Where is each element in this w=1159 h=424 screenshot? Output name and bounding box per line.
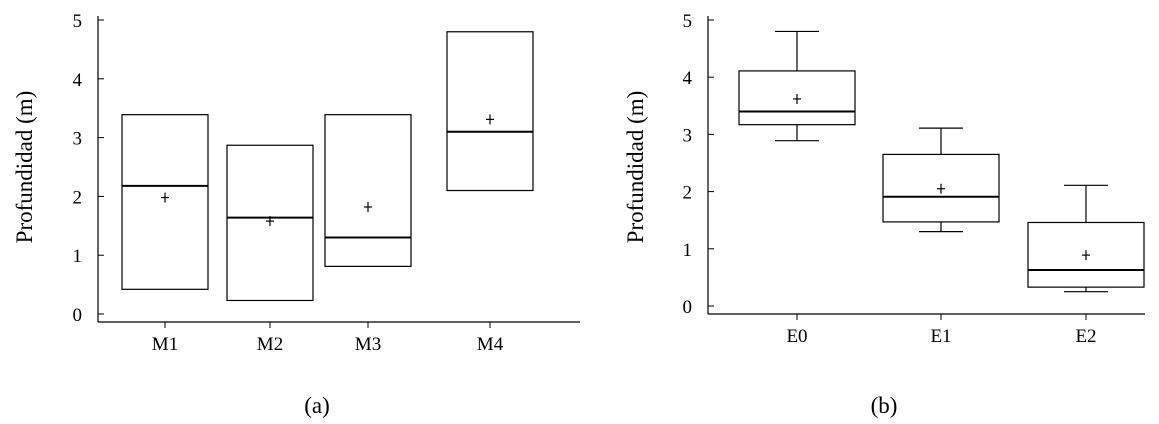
box-iqr-rect	[1027, 221, 1145, 288]
box-iqr-rect	[324, 114, 412, 267]
panel-b-y-tick-label: 1	[683, 240, 693, 261]
panel-b-x-tick-label: E2	[1075, 326, 1096, 347]
box-iqr-rect	[446, 31, 534, 192]
panel-a-box-m2	[226, 144, 314, 302]
panel-a-y-tick-label: 1	[73, 246, 83, 267]
panel-b-chart: Profundidad (m) 0 1 2 3 4 5 E0 E1 E2 (b)	[623, 11, 1145, 418]
panel-b-y-tick-label: 2	[683, 183, 693, 204]
box-iqr-rect	[738, 70, 856, 126]
panel-b-boxes	[738, 30, 1145, 293]
panel-b-y-tick-label: 5	[683, 11, 693, 32]
panel-a-x-tick-label: M4	[477, 334, 504, 355]
panel-b-y-tick-label: 3	[683, 125, 693, 146]
panel-b-caption: (b)	[871, 393, 898, 418]
panel-a-box-m4	[446, 31, 534, 192]
panel-a-y-axis-label: Profundidad (m)	[12, 91, 37, 244]
box-iqr-rect	[882, 153, 1000, 223]
panel-b-x-tick-label: E1	[930, 326, 951, 347]
panel-a-box-m1	[121, 114, 209, 290]
panel-a-y-tick-label: 3	[73, 129, 83, 150]
panel-a-y-tick-label: 0	[73, 305, 83, 326]
panel-b-axes: 0 1 2 3 4 5 E0 E1 E2	[683, 11, 1145, 347]
panel-a-x-tick-label: M1	[152, 334, 178, 355]
panel-a-x-tick-label: M3	[355, 334, 381, 355]
panel-b-x-tick-label: E0	[786, 326, 807, 347]
panel-a-axes: 0 1 2 3 4 5 M1 M2 M3 M4	[73, 11, 580, 355]
panel-b-y-tick-label: 0	[683, 297, 693, 318]
box-iqr-rect	[226, 144, 314, 302]
panel-a-chart: Profundidad (m) 0 1 2 3 4 5 M1 M2 M3 M4 (a)	[12, 11, 580, 418]
panel-a-boxes	[121, 31, 534, 302]
panel-b-box-e2	[1027, 184, 1145, 293]
panel-a-x-tick-label: M2	[257, 334, 283, 355]
panel-b-box-e0	[738, 30, 856, 142]
panel-b-y-tick-label: 4	[683, 68, 693, 89]
panel-a-y-tick-label: 4	[73, 70, 83, 91]
panel-a-caption: (a)	[304, 393, 330, 418]
panel-b-box-e1	[882, 127, 1000, 233]
panel-b-y-axis-label: Profundidad (m)	[623, 91, 648, 244]
panel-a-y-tick-label: 5	[73, 11, 83, 32]
panel-a-box-m3	[324, 114, 412, 267]
box-iqr-rect	[121, 114, 209, 290]
panel-a-y-tick-label: 2	[73, 187, 83, 208]
